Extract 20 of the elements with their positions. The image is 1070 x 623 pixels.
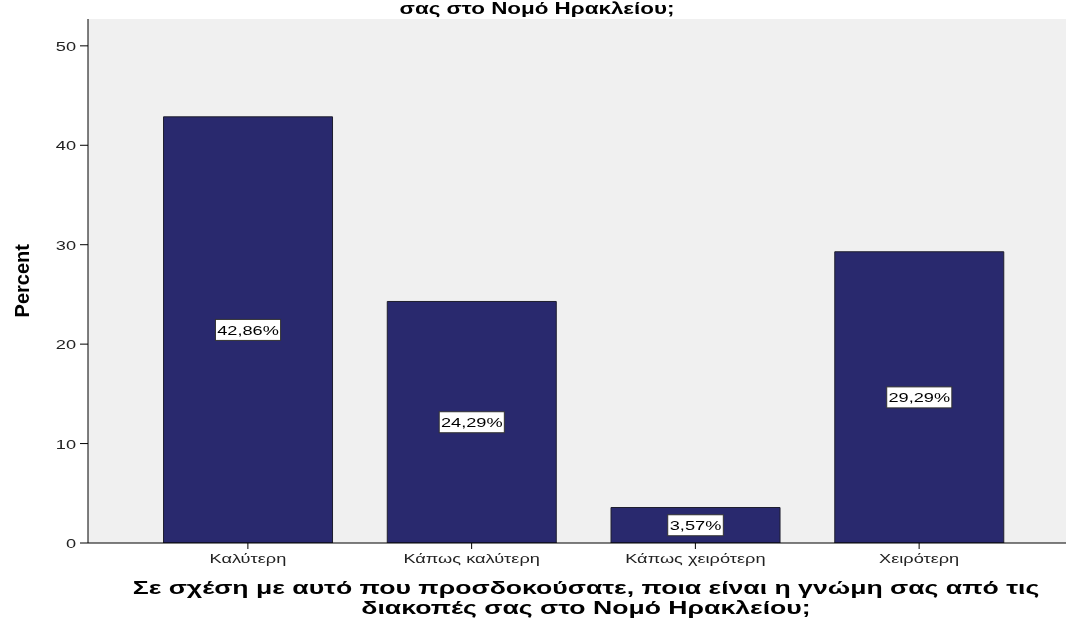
y-axis-title: Percent: [11, 244, 33, 318]
y-tick-label: 50: [55, 38, 77, 53]
y-tick-label: 10: [55, 436, 77, 451]
y-tick-label: 30: [55, 237, 77, 252]
x-tick-label: Καλύτερη: [209, 551, 287, 566]
data-label: 3,57%: [669, 518, 722, 533]
y-tick-label: 40: [55, 138, 77, 153]
bar: [834, 251, 1005, 543]
x-tick-label: Χειρότερη: [879, 551, 960, 566]
bar: [163, 116, 334, 543]
x-tick-label: Κάπως χειρότερη: [625, 551, 766, 566]
y-tick-label: 20: [55, 337, 77, 352]
x-axis-title: Σε σχέση με αυτό που προσδοκούσατε, ποια είναι η γνώμη σας από τις διακοπές σας στο Νομό Ηρακλείου;: [131, 577, 1041, 618]
data-label: 24,29%: [440, 415, 503, 430]
data-label: 42,86%: [217, 322, 279, 337]
chart-title: σας στο Νομό Ηρακλείου;: [398, 0, 676, 18]
data-label: 29,29%: [888, 390, 951, 405]
bar: [386, 300, 557, 543]
x-tick-label: Κάπως καλύτερη: [403, 551, 540, 566]
y-tick-label: 0: [65, 536, 77, 550]
